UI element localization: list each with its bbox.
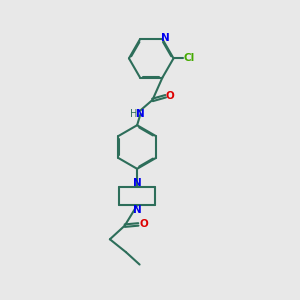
- Text: N: N: [133, 205, 142, 215]
- Text: N: N: [133, 178, 142, 188]
- Text: N: N: [161, 33, 170, 43]
- Text: H: H: [130, 109, 138, 118]
- Text: N: N: [136, 109, 145, 118]
- Text: O: O: [140, 219, 148, 230]
- Text: Cl: Cl: [183, 53, 194, 63]
- Text: O: O: [166, 91, 175, 101]
